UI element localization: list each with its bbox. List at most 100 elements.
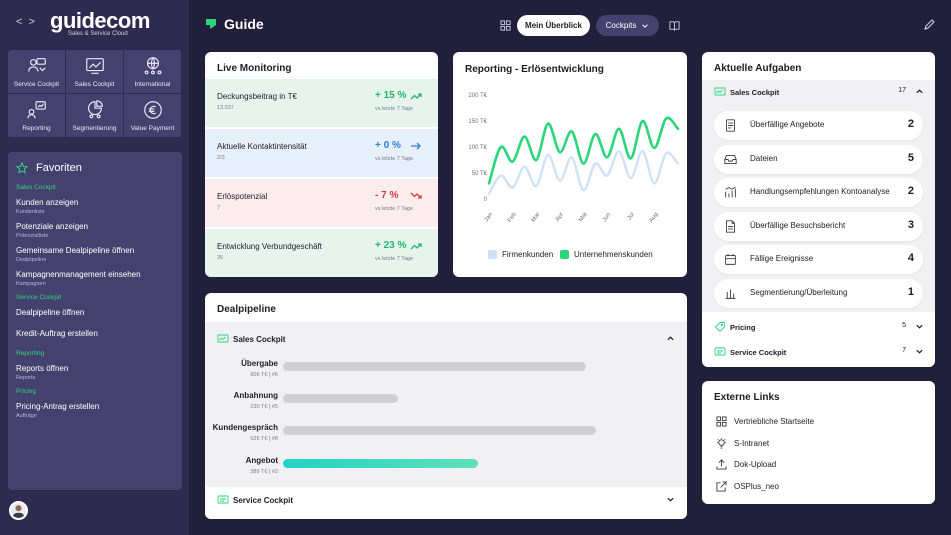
x-tick-label: Jun — [602, 212, 612, 223]
monitoring-row[interactable]: Aktuelle Kontaktintensität 2/3 + 0 % vs let… — [205, 129, 438, 177]
pie-segment-icon — [87, 100, 103, 119]
task-label: Überfällige Angebote — [750, 120, 825, 129]
edit-icon[interactable] — [923, 19, 935, 31]
task-section-service-cockpit[interactable]: Service Cockpit 7 — [714, 345, 924, 359]
link-osplus-neo[interactable]: OSPlus_neo — [716, 480, 916, 492]
tile-international[interactable]: International — [124, 50, 182, 94]
card-title: Dealpipeline — [217, 304, 276, 315]
task-label: Fällige Ereignisse — [750, 254, 814, 263]
fav-item-title: Kunden anzeigen — [16, 198, 79, 207]
link-s-intranet[interactable]: S-Intranet — [716, 437, 916, 449]
task-item[interactable]: Segmentierung/Überleitung 1 — [714, 279, 923, 308]
trend-down-icon — [410, 192, 422, 199]
chevron-left-icon[interactable]: < — [16, 16, 29, 28]
section-label: Pricing — [730, 322, 756, 332]
task-label: Segmentierung/Überleitung — [750, 288, 848, 297]
task-item[interactable]: Fällige Ereignisse 4 — [714, 245, 923, 274]
grid-view-icon[interactable] — [500, 20, 511, 31]
pipeline-stage[interactable]: Angebot 389 T€ | #2 — [205, 456, 687, 486]
metric-value: + 0 % — [375, 140, 401, 151]
fav-item-kampagnen[interactable]: Kampagnenmanagement einsehen Kampagnen — [16, 270, 174, 287]
fav-item-reports[interactable]: Reports öffnen Reports — [16, 364, 174, 381]
chevron-down-icon — [916, 324, 923, 329]
pipeline-stage[interactable]: Anbahnung 230 T€ | #5 — [205, 391, 687, 421]
service-cockpit-icon — [714, 347, 726, 356]
series-line-unternehmenskunden[interactable] — [487, 116, 680, 185]
stage-name: Angebot — [245, 456, 278, 465]
task-item[interactable]: Überfällige Angebote 2 — [714, 111, 923, 140]
fav-item-title: Kampagnenmanagement einsehen — [16, 270, 141, 279]
metric-value: + 15 % — [375, 90, 407, 101]
my-overview-button[interactable]: Mein Überblick — [517, 15, 590, 36]
task-section-sales-cockpit[interactable]: Sales Cockpit 17 — [714, 85, 924, 99]
report-doc-icon — [725, 220, 736, 233]
metric-sub: 13.037 — [217, 105, 234, 111]
task-label: Dateien — [750, 154, 778, 163]
tile-label: Segmentierung — [72, 125, 117, 132]
section-label: Service Cockpit — [730, 347, 787, 357]
monitoring-row[interactable]: Erlöspotenzial 7 - 7 % vs letzte 7 Tage — [205, 179, 438, 227]
fav-item-kredit-auftrag[interactable]: Kredit-Auftrag erstellen — [16, 329, 174, 338]
legend-firmenkunden[interactable]: Firmenkunden — [488, 250, 553, 259]
link-label: Vertriebliche Startseite — [734, 416, 815, 426]
legend-label: Unternehmenskunden — [574, 250, 653, 259]
favorites-title: Favoriten — [36, 162, 82, 174]
fav-group-label: Sales Cockpit — [16, 184, 56, 191]
history-nav: <> — [16, 16, 41, 28]
dealpipeline-section-header[interactable]: Sales Cockpit — [217, 330, 675, 348]
task-item[interactable]: Dateien 5 — [714, 145, 923, 174]
external-links-card: Externe Links Vertriebliche Startseite S… — [702, 381, 935, 504]
series-line-firmenkunden[interactable] — [487, 149, 680, 195]
metric-sub: 7 — [217, 205, 221, 211]
link-dok-upload[interactable]: Dok-Upload — [716, 458, 916, 470]
task-count: 3 — [907, 219, 914, 231]
link-label: S-Intranet — [734, 438, 770, 448]
task-item[interactable]: Handlungsempfehlungen Kontoanalyse 2 — [714, 178, 923, 207]
fav-item-dealpipeline[interactable]: Gemeinsame Dealpipeline öffnen Dealpipel… — [16, 246, 174, 263]
stage-name: Kundengespräch — [212, 423, 278, 432]
fav-item-pricing-antrag[interactable]: Pricing-Antrag erstellen Aufträge — [16, 402, 174, 419]
tile-label: Service Cockpit — [13, 81, 60, 88]
dealpipeline-footer — [205, 487, 687, 519]
stage-bar — [283, 394, 398, 403]
y-tick-label: 0 — [484, 197, 488, 203]
monitoring-row[interactable]: Entwicklung Verbundgeschäft 26 + 23 % vs le… — [205, 229, 438, 277]
pipeline-stage[interactable]: Kundengespräch 625 T€ | #8 — [205, 423, 687, 453]
avatar[interactable] — [9, 501, 28, 520]
legend-swatch — [488, 250, 497, 259]
section-count: 7 — [902, 347, 906, 354]
tile-segmentierung[interactable]: Segmentierung — [66, 94, 124, 138]
pipeline-stage[interactable]: Übergabe 606 T€ | #6 — [205, 359, 687, 389]
fav-item-kunden[interactable]: Kunden anzeigen Kundenliste — [16, 198, 174, 215]
legend-unternehmenskunden[interactable]: Unternehmenskunden — [560, 250, 653, 259]
stage-bar — [283, 426, 596, 435]
stage-meta: 389 T€ | #2 — [250, 469, 278, 475]
link-vertriebliche-startseite[interactable]: Vertriebliche Startseite — [716, 415, 916, 427]
fav-item-sub: Aufträge — [16, 413, 37, 419]
fav-item-title: Gemeinsame Dealpipeline öffnen — [16, 246, 135, 255]
book-icon[interactable] — [669, 20, 680, 31]
chevron-up-icon — [667, 336, 674, 341]
chart-arrow-icon — [725, 186, 736, 198]
monitoring-row[interactable]: Deckungsbeitrag in T€ 13.037 + 15 % vs letz… — [205, 79, 438, 127]
fav-item-dealpipeline-oeffnen[interactable]: Dealpipeline öffnen — [16, 308, 174, 317]
metric-sub: 2/3 — [217, 155, 225, 161]
tile-reporting[interactable]: Reporting — [8, 94, 66, 138]
tile-sales-cockpit[interactable]: Sales Cockpit — [66, 50, 124, 94]
service-cockpit-section-header[interactable]: Service Cockpit — [217, 491, 675, 509]
stage-bar — [283, 459, 478, 468]
fav-group-label: Reporting — [16, 350, 45, 357]
stage-name: Übergabe — [241, 359, 278, 368]
cockpits-dropdown[interactable]: Cockpits — [596, 15, 659, 36]
task-item[interactable]: Überfällige Besuchsbericht 3 — [714, 212, 923, 241]
x-tick-label: Apr — [555, 212, 565, 223]
service-cockpit-icon — [27, 58, 46, 72]
tile-value-payment[interactable]: Value Payment — [124, 94, 182, 138]
fav-item-potenziale[interactable]: Potenziale anzeigen Potenzialliste — [16, 222, 174, 239]
external-link-icon — [716, 480, 727, 492]
chevron-down-icon — [667, 497, 674, 502]
task-section-pricing[interactable]: Pricing 5 — [714, 320, 924, 334]
tile-service-cockpit[interactable]: Service Cockpit — [8, 50, 66, 94]
chevron-right-icon[interactable]: > — [28, 16, 41, 28]
brand-logo[interactable]: guidecom — [50, 8, 150, 33]
